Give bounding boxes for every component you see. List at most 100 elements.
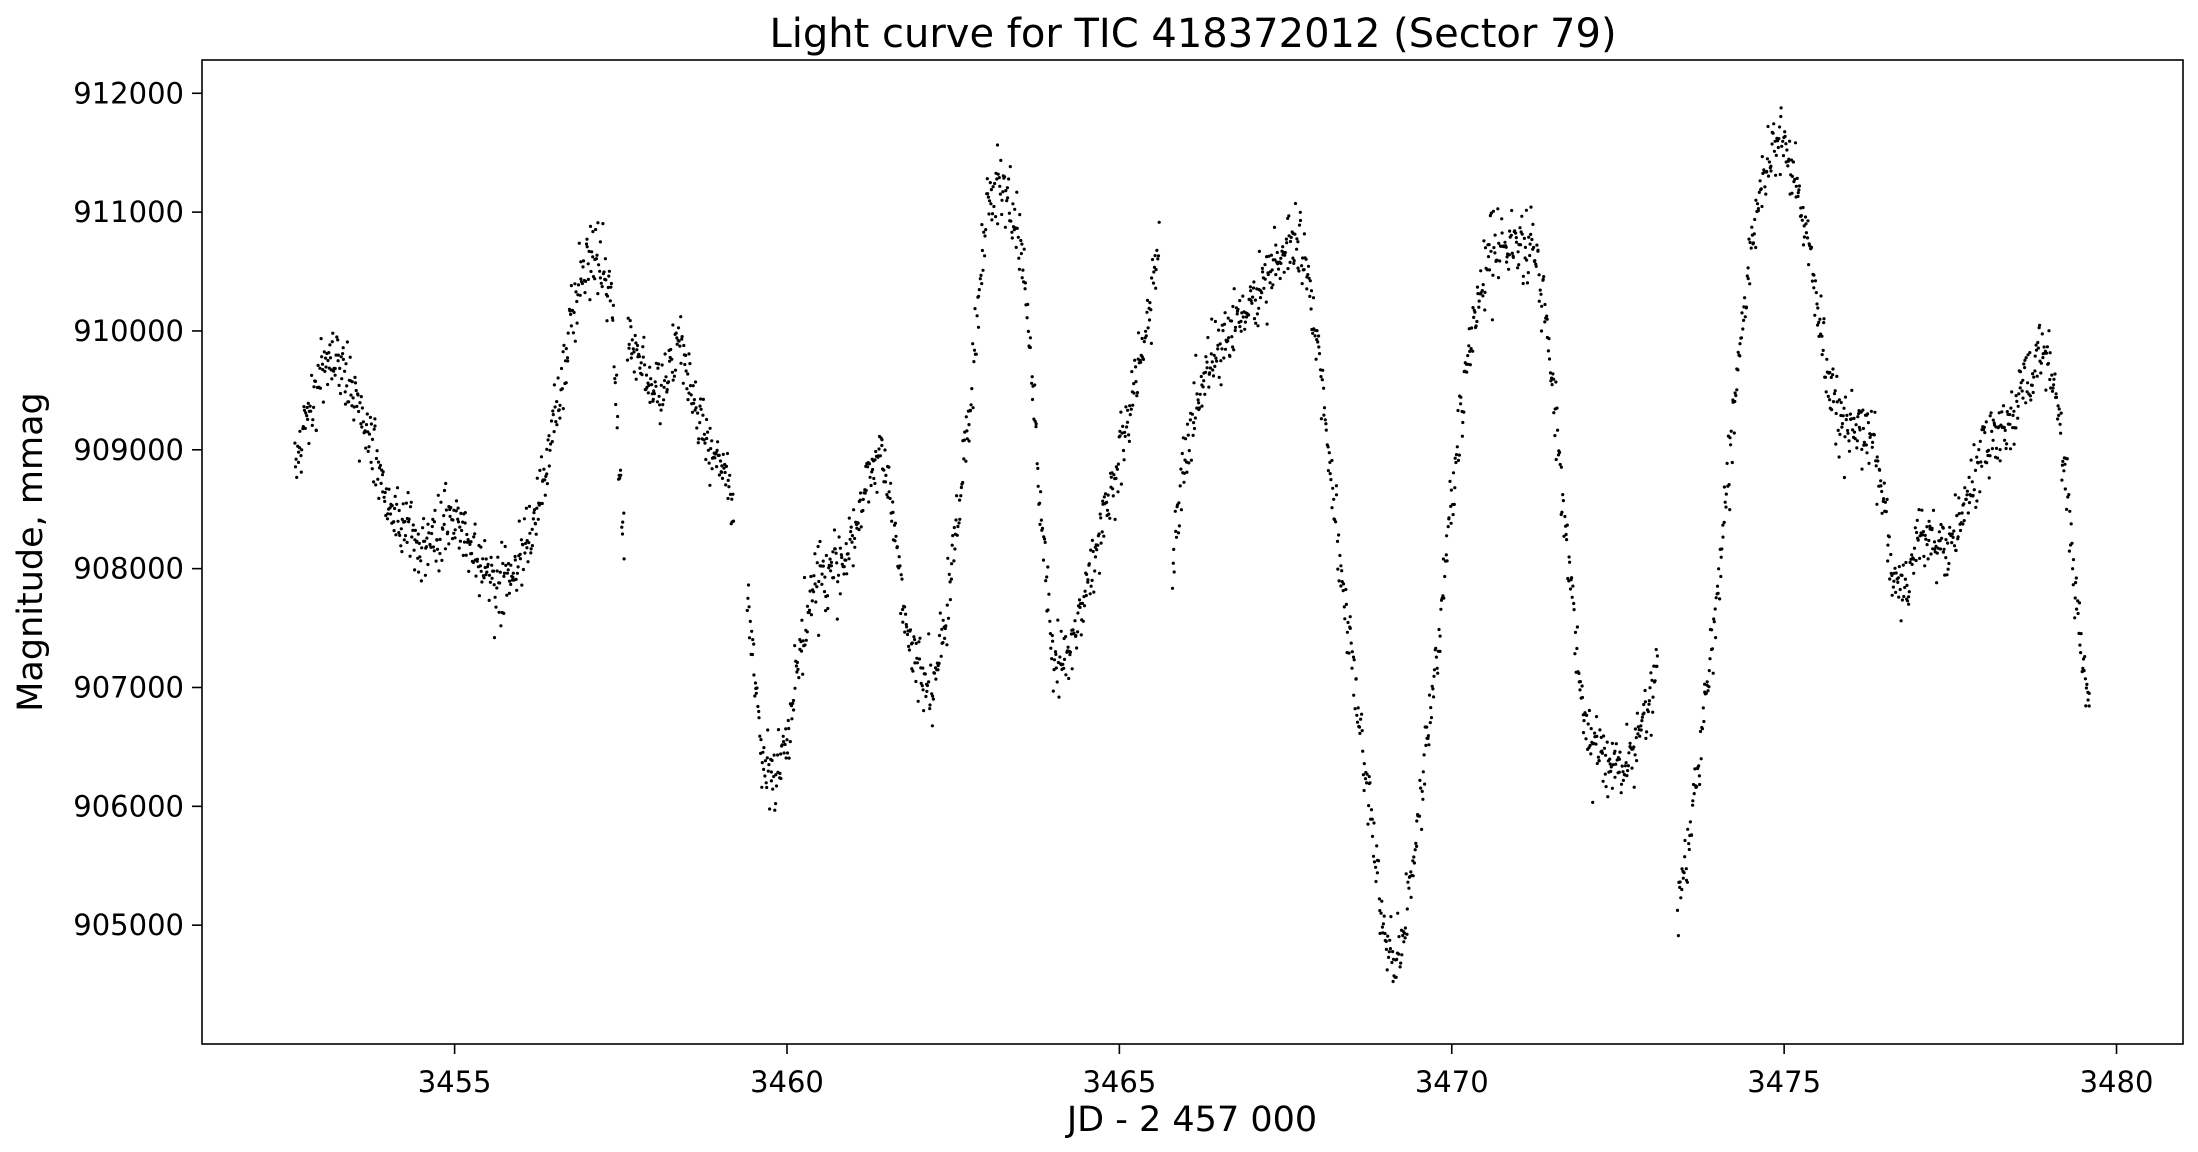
data-point <box>407 520 411 524</box>
data-point <box>1602 734 1606 738</box>
data-point <box>684 369 688 373</box>
data-point <box>1626 769 1630 773</box>
data-point <box>1337 579 1341 583</box>
data-point <box>1530 237 1534 242</box>
data-point <box>844 558 848 562</box>
data-point <box>294 457 298 461</box>
data-point <box>1253 298 1257 302</box>
data-point <box>383 499 387 503</box>
data-point <box>722 466 726 470</box>
data-point <box>343 402 348 406</box>
data-point <box>543 493 547 497</box>
data-point <box>1793 177 1797 181</box>
data-point <box>1053 650 1058 654</box>
data-point <box>680 335 684 339</box>
data-point <box>1960 511 1964 515</box>
data-point <box>587 249 591 253</box>
data-point <box>1816 306 1820 310</box>
data-point <box>1724 492 1728 496</box>
data-point <box>1779 106 1783 110</box>
data-point <box>750 652 755 657</box>
data-point <box>1973 468 1978 472</box>
data-point <box>684 353 688 357</box>
data-point <box>1263 263 1267 267</box>
data-point <box>863 491 867 495</box>
data-point <box>820 572 824 576</box>
data-point <box>937 633 942 638</box>
data-point <box>1350 666 1354 670</box>
data-point <box>422 517 426 521</box>
data-point <box>597 263 601 267</box>
data-point <box>459 511 463 515</box>
data-point <box>972 348 977 352</box>
data-point <box>952 525 956 530</box>
data-point <box>1745 274 1749 278</box>
data-point <box>1000 198 1004 202</box>
data-point <box>443 547 447 551</box>
data-point <box>1184 437 1188 441</box>
data-point <box>1250 301 1254 305</box>
data-point <box>1264 300 1268 304</box>
data-point <box>918 636 922 640</box>
data-point <box>1403 926 1407 930</box>
data-point <box>1613 775 1617 779</box>
data-point <box>1832 392 1837 396</box>
data-point <box>1020 242 1024 246</box>
data-point <box>1409 895 1413 900</box>
data-point <box>584 242 589 246</box>
data-point <box>365 412 369 416</box>
x-tick-label: 3465 <box>1082 1065 1156 1099</box>
data-point <box>1293 232 1297 236</box>
data-point <box>538 468 542 472</box>
data-point <box>515 588 519 592</box>
data-point <box>986 195 991 199</box>
data-point <box>1717 567 1721 571</box>
data-point <box>1056 618 1060 622</box>
data-point <box>1214 356 1218 360</box>
data-point <box>1552 411 1556 415</box>
data-point <box>1617 757 1622 761</box>
data-point <box>898 564 902 568</box>
data-point <box>310 373 314 377</box>
data-point <box>2030 383 2034 387</box>
data-point <box>1097 532 1101 536</box>
data-point <box>465 532 469 537</box>
data-point <box>2020 389 2024 393</box>
data-point <box>1846 428 1850 433</box>
data-point <box>376 460 381 464</box>
data-point <box>449 506 453 510</box>
data-point <box>2057 407 2061 411</box>
data-point <box>922 709 926 713</box>
data-point <box>550 440 554 444</box>
data-point <box>424 545 428 549</box>
data-point <box>852 508 856 512</box>
data-point <box>2086 698 2090 702</box>
data-point <box>1857 425 1861 429</box>
data-point <box>1676 934 1680 938</box>
data-point <box>539 455 544 459</box>
data-point <box>845 572 849 576</box>
data-point <box>1537 299 1541 303</box>
data-point <box>1222 322 1227 326</box>
data-point <box>710 467 714 471</box>
data-point <box>2071 558 2076 562</box>
data-point <box>792 708 796 712</box>
data-point <box>519 538 524 542</box>
data-point <box>2003 428 2007 432</box>
data-point <box>375 449 379 453</box>
data-point <box>1355 720 1360 724</box>
data-point <box>542 467 546 471</box>
data-point <box>651 397 655 401</box>
data-point <box>2000 410 2004 414</box>
data-point <box>1067 676 1071 681</box>
data-point <box>627 346 631 350</box>
data-point <box>772 753 776 757</box>
data-point <box>354 388 358 393</box>
data-point <box>306 417 310 421</box>
data-point <box>883 480 888 484</box>
data-point <box>1228 354 1232 358</box>
data-point <box>1961 522 1965 526</box>
data-point <box>1922 554 1926 559</box>
data-point <box>1367 775 1371 779</box>
data-point <box>1951 535 1955 540</box>
